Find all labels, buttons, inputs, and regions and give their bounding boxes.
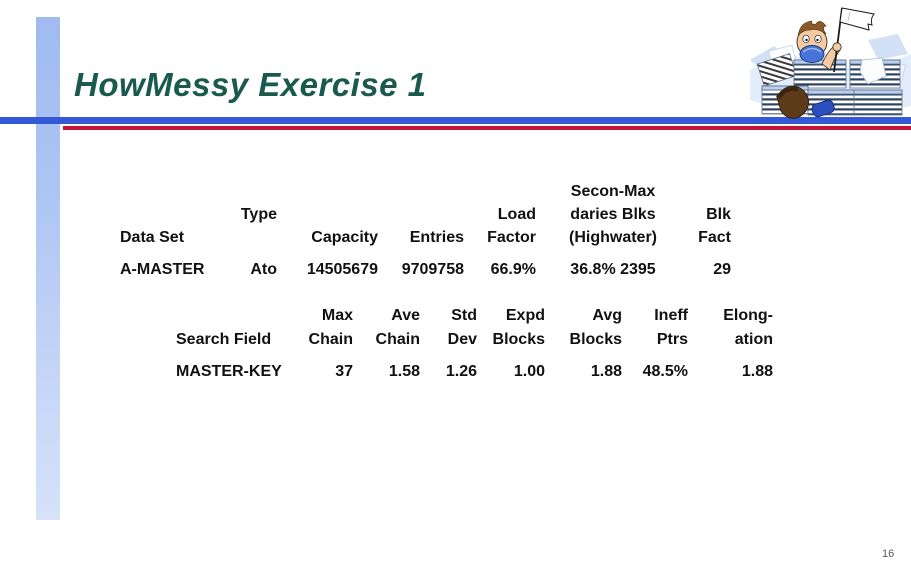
header-cell-blocks: Blocks (492, 331, 545, 348)
header-cell-max: Max (321, 307, 353, 324)
header-cell-highwater: (Highwater) (569, 229, 657, 246)
header-cell (666, 180, 731, 203)
header-cell-capacity: Capacity (311, 229, 378, 246)
header-cell-ation: ation (734, 331, 773, 348)
header-cell-secondaries: daries Blks (570, 206, 656, 223)
crumpled-paper (859, 57, 887, 85)
header-cell-type: Type (240, 206, 277, 223)
header-cell-expd: Expd (505, 307, 545, 324)
cell-type: Ato (250, 261, 277, 278)
header-cell-elong: Elong- (723, 307, 773, 324)
header-cell-ptrs: Ptrs (656, 331, 688, 348)
cell-blk-fact: 29 (713, 261, 731, 278)
header-cell-blocks: Blocks (569, 331, 622, 348)
character-head (796, 20, 828, 63)
cell-std-dev: 1.26 (445, 363, 477, 380)
arm-and-flag (821, 7, 875, 73)
cell-elongation: 1.88 (741, 363, 773, 380)
header-cell-chain: Chain (375, 331, 420, 348)
cell-ineff-ptrs: 48.5% (642, 363, 688, 380)
header-cell-chain: Chain (308, 331, 353, 348)
cell-entries: 9709758 (401, 261, 464, 278)
header-cell (277, 203, 378, 226)
header-cell-load: Load (497, 206, 536, 223)
boot (776, 85, 835, 119)
left-accent-bar (36, 17, 60, 520)
header-cell-std: Std (451, 307, 477, 324)
title-rule-red (63, 126, 911, 130)
cell-expd-blocks: 1.00 (513, 363, 545, 380)
header-cell (190, 226, 277, 249)
cell-capacity: 14505679 (306, 261, 378, 278)
header-cell-search-field: Search Field (176, 331, 272, 348)
dataset-stats-table: Secon-Max Type Load daries Blks Blk Data… (120, 180, 731, 281)
cell-ave-chain: 1.58 (388, 363, 420, 380)
header-cell (378, 180, 464, 203)
cell-load-factor: 66.9% (490, 261, 536, 278)
slide-title: HowMessy Exercise 1 (74, 66, 427, 103)
header-cell-avg: Avg (592, 307, 622, 324)
header-cell-data-set: Data Set (120, 229, 185, 246)
header-cell-dev: Dev (447, 331, 477, 348)
header-cell-entries: Entries (409, 229, 464, 246)
page-number: 16 (882, 548, 895, 560)
cell-secondaries-highwater: 36.8% 2395 (570, 261, 656, 278)
header-cell (378, 203, 464, 226)
header-cell (464, 180, 536, 203)
header-cell-blk: Blk (706, 206, 731, 223)
cell-search-field-name: MASTER-KEY (176, 363, 282, 380)
cell-max-chain: 37 (335, 363, 353, 380)
search-field-stats-table: Max Ave Std Expd Avg Ineff Elong- Search… (176, 304, 773, 384)
header-cell (190, 180, 277, 203)
cell-dataset-name: A-MASTER (120, 261, 205, 278)
header-cell-factor: Factor (487, 229, 536, 246)
white-flag-icon (839, 7, 875, 31)
buried-in-paper-clipart (750, 7, 911, 119)
header-cell-fact: Fact (698, 229, 731, 246)
header-cell (277, 180, 378, 203)
header-cell-secondaries: Secon-Max (570, 183, 656, 200)
striped-sheet (756, 53, 798, 87)
header-cell-ave: Ave (391, 307, 420, 324)
header-cell-ineff: Ineff (654, 307, 688, 324)
header-cell (120, 203, 190, 226)
paper-stacks (761, 59, 903, 116)
header-cell (176, 304, 290, 328)
cell-avg-blocks: 1.88 (590, 363, 622, 380)
title-rule-blue (0, 117, 911, 124)
header-cell (120, 180, 190, 203)
